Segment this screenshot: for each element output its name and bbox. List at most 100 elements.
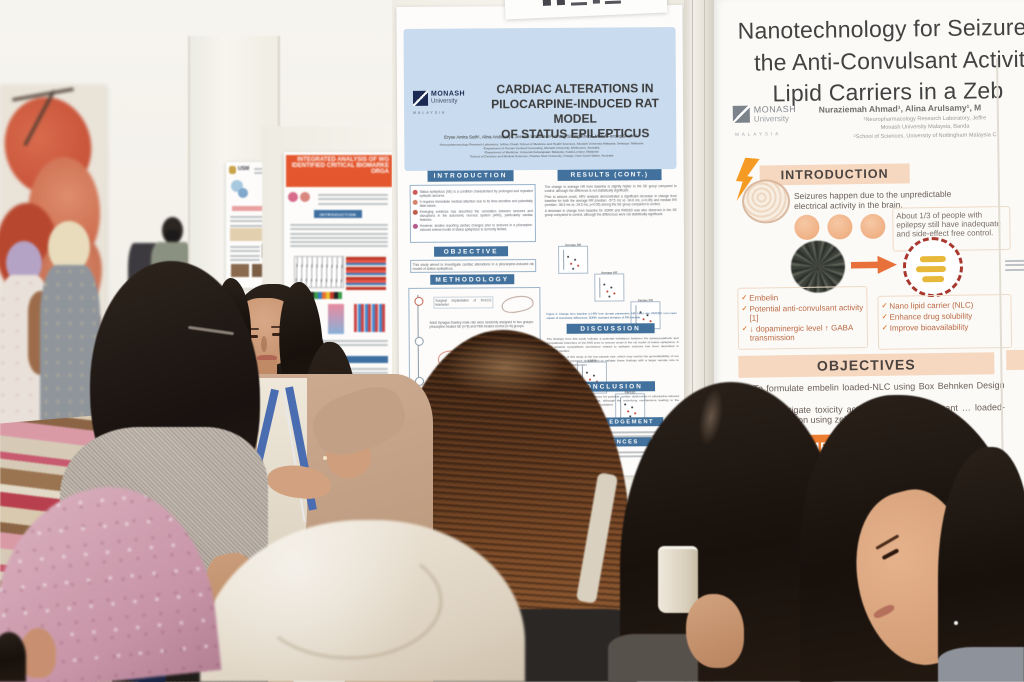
wgcna-intro-band: INTRODUCTION xyxy=(314,210,362,218)
intro-box: Status epilepticus (SE) is a condition c… xyxy=(409,184,537,243)
earring-glint xyxy=(954,621,958,625)
viewer-right-b xyxy=(800,395,1024,682)
presenter-eye xyxy=(247,335,258,338)
wgcna-header: INTEGRATED ANALYSIS OF WG IDENTIFIED CRI… xyxy=(286,155,392,187)
nlc-diagram-icon xyxy=(902,236,964,298)
brain-icon xyxy=(741,179,791,224)
plot-title: Median RR xyxy=(637,298,653,303)
number-glyph xyxy=(542,0,552,6)
usm-crest-icon xyxy=(229,166,236,174)
coffee-cup-hand xyxy=(646,538,756,682)
presenter-eyebrow xyxy=(271,326,285,328)
intro-icon xyxy=(412,209,418,215)
nlc-core xyxy=(922,275,945,283)
results-point: Prior to seizure onset, HRV analysis dem… xyxy=(544,194,677,207)
cardiac-title-line: CARDIAC ALTERATIONS IN xyxy=(496,81,654,97)
check-icon: ✓ xyxy=(741,294,748,302)
nano-title-line: the Anti-Convulsant Activit xyxy=(753,45,1024,76)
intro-point: Status epilepticus (SE) is a condition c… xyxy=(419,189,533,198)
nano-section-introduction: INTRODUCTION xyxy=(759,163,910,186)
intro-icon xyxy=(412,189,418,195)
arrow-icon xyxy=(851,256,897,275)
number-glyph xyxy=(592,0,600,4)
foreground-pink-scarf xyxy=(0,476,222,682)
monash-logo-name: MONASH xyxy=(430,90,466,98)
wgcna-logo xyxy=(288,192,298,202)
viewer-b-shoulder xyxy=(938,647,1024,682)
monash-logo-sub: University xyxy=(431,98,458,105)
holding-hand xyxy=(686,594,744,668)
usm-logo-text: USM xyxy=(238,166,250,172)
intro-point: However, studies reporting cardiac chang… xyxy=(419,223,533,232)
check-icon: ✓ xyxy=(741,305,748,313)
checklist-item: Potential anti-convulsant activity [1] xyxy=(749,303,864,323)
number-glyph xyxy=(604,0,622,5)
wgcna-color-strip xyxy=(302,292,342,299)
wgcna-title-line: IDENTIFIED CRITICAL BIOMARKE xyxy=(291,163,389,169)
number-glyph xyxy=(570,1,588,6)
wgcna-band2 xyxy=(342,356,388,363)
presenter-eyebrow xyxy=(245,328,259,330)
plot-title: Average HR xyxy=(601,270,618,275)
results-point: A decrease in change from baseline for S… xyxy=(544,208,677,217)
cardiac-affiliations: ¹Neuropharmacology Research Laboratory, … xyxy=(411,141,671,159)
checklist-item: ↓ dopaminergic level ↑ GABA transmission xyxy=(749,323,853,343)
monash-logo-region: MALAYSIA xyxy=(413,110,447,115)
check-icon: ✓ xyxy=(741,325,748,333)
child-face-hint xyxy=(20,628,56,678)
nlc-core xyxy=(919,255,946,263)
checklist-item: Embelin xyxy=(749,293,779,303)
wgcna-title-line: INTEGRATED ANALYSIS OF WG xyxy=(297,157,389,163)
presenter-nose-shadow xyxy=(261,336,267,352)
checklist-item: Nano lipid carrier (NLC) xyxy=(889,300,974,311)
rat-sketch-icon xyxy=(500,292,535,316)
presenter-eye xyxy=(272,333,283,336)
nano-authors: Nuraziemah Ahmad¹, Alina Arulsamy¹, M xyxy=(818,102,982,115)
monash-logo-region: MALAYSIA xyxy=(735,131,782,137)
nano-checklist-right: ✓ Nano lipid carrier (NLC) ✓ Enhance drug … xyxy=(877,294,1013,350)
wgcna-author-bars xyxy=(318,192,388,207)
nano-title-line: Nanotechnology for Seizure xyxy=(737,13,1024,44)
check-icon: ✓ xyxy=(881,302,888,310)
usm-blue-graphic xyxy=(238,188,248,198)
section-results: RESULTS (CONT.) xyxy=(557,169,662,181)
coffee-cup xyxy=(658,546,698,613)
check-icon: ✓ xyxy=(881,313,888,321)
results-point: The change in average HR from baseline i… xyxy=(544,184,677,193)
presenter-lips xyxy=(257,355,277,361)
nlc-core xyxy=(915,265,947,273)
cardiac-title-line: PILOCARPINE-INDUCED RAT MODEL xyxy=(491,96,659,126)
viewer-b-lips xyxy=(872,603,896,620)
intro-point: It requires immediate medical attention … xyxy=(419,199,533,208)
viewer-b-eye xyxy=(881,548,900,560)
intro-point: Emerging evidence has described the corr… xyxy=(419,209,533,222)
usm-text-bars xyxy=(230,244,260,263)
face-icon xyxy=(827,214,853,240)
nano-checklist-left: ✓ Embelin ✓ Potential anti-convulsant acti… xyxy=(737,286,869,350)
monash-logo-name: MONASH xyxy=(753,103,797,115)
nano-affiliations: ¹Neuropharmacology Research Laboratory, … xyxy=(825,114,1024,142)
hair-sheen xyxy=(445,337,565,397)
man-face-mask xyxy=(165,230,180,241)
person-hijab-cream xyxy=(48,221,90,273)
affiliation-line: ²School of Sciences, University of Notti… xyxy=(853,131,997,140)
face-icon xyxy=(794,214,820,241)
next-column-band-sliver xyxy=(1006,349,1024,371)
usm-pink-band xyxy=(232,206,270,211)
wgcna-text-bars xyxy=(290,222,388,249)
face-icon xyxy=(860,213,886,240)
results-plot: Average HR xyxy=(594,270,625,302)
wgcna-logo xyxy=(300,192,310,202)
wgcna-column-fig xyxy=(328,304,344,334)
child-hair-hint xyxy=(0,632,26,682)
wgcna-heatmap2 xyxy=(354,304,386,332)
section-introduction: INTRODUCTION xyxy=(427,170,514,182)
next-column-bars xyxy=(1004,258,1024,273)
usm-photo xyxy=(231,264,249,277)
checklist-item: Improve bioavailability xyxy=(889,322,969,333)
checklist-item: Enhance drug solubility xyxy=(889,311,973,322)
section-methodology: METHODOLOGY xyxy=(430,274,515,285)
frame-seam xyxy=(704,0,705,682)
objective-box: This study aimed to investigate cardiac … xyxy=(410,259,537,273)
